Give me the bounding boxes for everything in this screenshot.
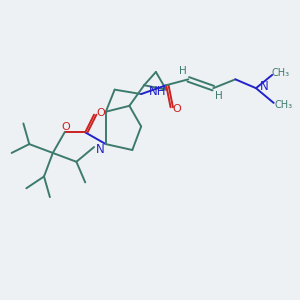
Text: O: O xyxy=(61,122,70,132)
Text: H: H xyxy=(179,66,187,76)
Text: NH: NH xyxy=(149,85,166,98)
Text: N: N xyxy=(260,80,268,93)
Text: H: H xyxy=(215,92,223,101)
Text: CH₃: CH₃ xyxy=(272,68,290,78)
Text: O: O xyxy=(173,104,182,114)
Text: O: O xyxy=(96,108,105,118)
Text: CH₃: CH₃ xyxy=(274,100,292,110)
Text: N: N xyxy=(96,143,104,156)
